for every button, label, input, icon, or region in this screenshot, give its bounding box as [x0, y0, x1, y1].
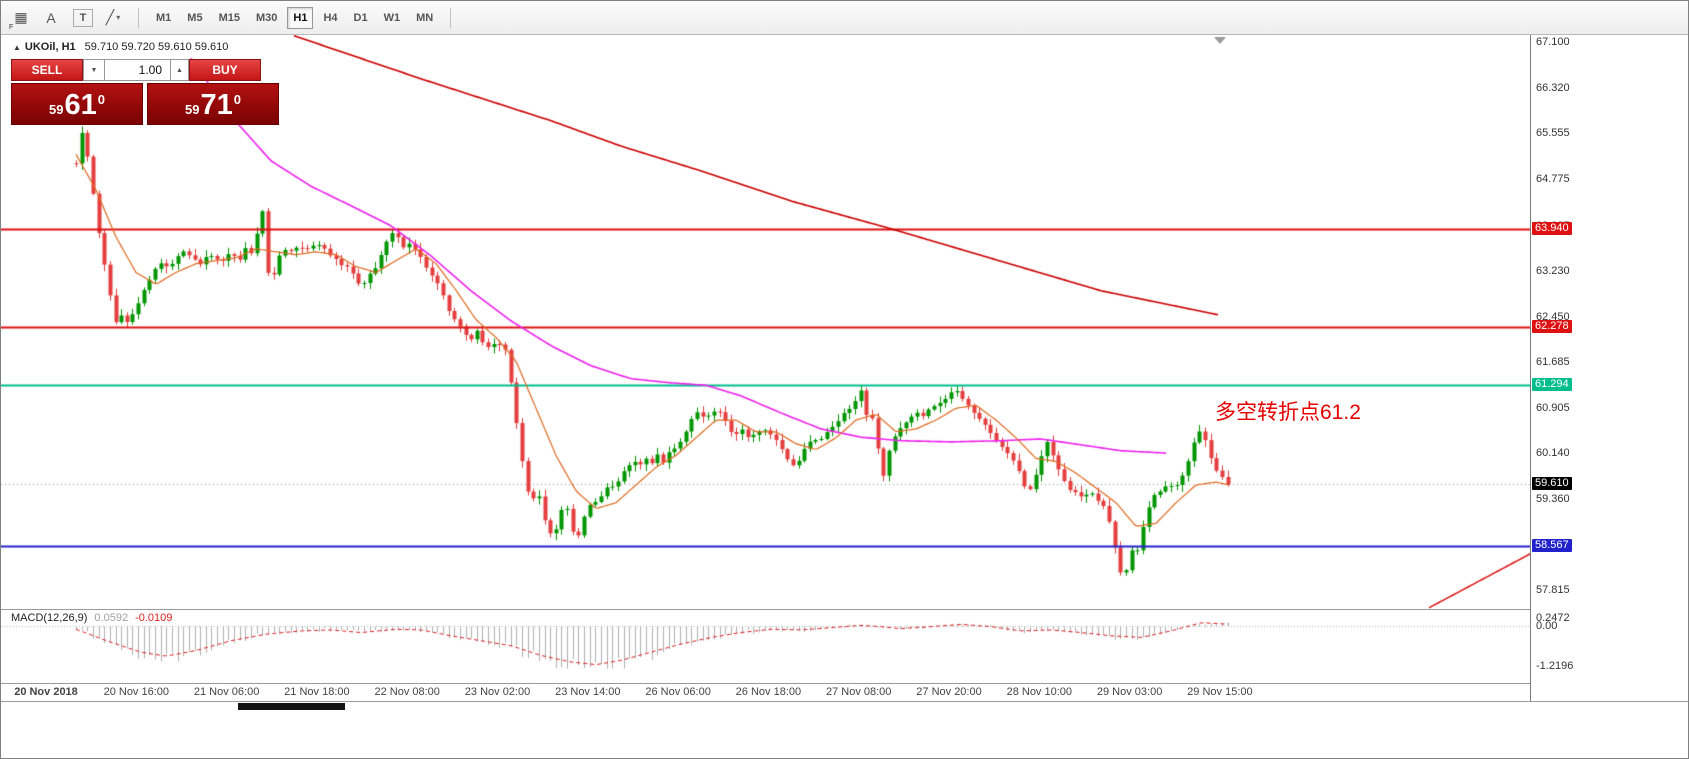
time-axis-label: 26 Nov 18:00	[735, 686, 802, 698]
time-axis-label: 21 Nov 18:00	[284, 686, 350, 698]
chart-annotation-text: 多空转折点61.2	[1215, 401, 1361, 424]
grid-icon[interactable]: ▦ F	[7, 6, 35, 31]
text-annotation-icon[interactable]: A	[46, 9, 56, 26]
price-axis-special-label: 59.610	[1532, 477, 1572, 490]
buy-price-prefix: 59	[185, 102, 200, 117]
buy-price-big: 71	[200, 89, 233, 121]
price-axis-special-label: 63.940	[1532, 222, 1572, 235]
price-axis-label: 57.815	[1536, 584, 1570, 596]
toolbar-separator	[138, 7, 139, 28]
time-axis-label: 29 Nov 03:00	[1096, 686, 1163, 698]
price-chart-canvas[interactable]	[1, 35, 1530, 683]
one-click-trade-panel: SELL ▼ ▲ BUY 59610 59710	[11, 59, 279, 125]
bottom-dark-bar	[238, 703, 345, 710]
price-axis-label: 66.320	[1536, 82, 1570, 94]
time-axis-label: 20 Nov 16:00	[103, 686, 170, 698]
buy-button[interactable]: BUY	[189, 59, 261, 81]
time-axis-label: 22 Nov 08:00	[374, 686, 440, 698]
price-axis-label: 67.100	[1536, 36, 1570, 48]
timeframe-button-w1[interactable]: W1	[383, 11, 401, 24]
shapes-tool-icon[interactable]: ╱ ▾	[99, 6, 127, 30]
price-axis-label: 63.230	[1536, 265, 1570, 277]
macd-indicator-label: MACD(12,26,9) 0.0592 -0.0109	[11, 612, 172, 624]
bottom-separator	[1, 701, 1688, 702]
sell-button[interactable]: SELL	[11, 59, 83, 81]
volume-increment-button[interactable]: ▲	[171, 59, 189, 81]
time-axis-label: 27 Nov 20:00	[916, 686, 982, 698]
time-axis-label: 27 Nov 08:00	[825, 686, 892, 698]
macd-timeaxis-separator	[1, 683, 1688, 684]
symbol-ohlc-line: ▲ UKOil, H1 59.710 59.720 59.610 59.610	[13, 41, 228, 53]
macd-axis-label: 0.2472	[1536, 612, 1570, 624]
chevron-down-icon: ▾	[116, 13, 121, 22]
timeframe-button-mn[interactable]: MN	[416, 11, 434, 24]
time-axis-label: 29 Nov 15:00	[1187, 686, 1253, 698]
timeframe-button-m15[interactable]: M15	[218, 11, 240, 24]
time-axis-label: 21 Nov 06:00	[193, 686, 260, 698]
volume-dropdown[interactable]: ▼	[83, 59, 105, 81]
macd-name: MACD(12,26,9)	[11, 612, 88, 624]
time-axis-label: 23 Nov 14:00	[555, 686, 621, 698]
timeframe-button-m5[interactable]: M5	[187, 11, 203, 24]
sell-price-button[interactable]: 59610	[11, 83, 143, 125]
price-axis-special-label: 58.567	[1532, 539, 1572, 552]
time-axis-label: 20 Nov 2018	[14, 686, 78, 698]
price-axis-label: 60.140	[1536, 447, 1570, 459]
time-axis-label: 28 Nov 10:00	[1006, 686, 1073, 698]
shapes-tool-glyph: ╱	[105, 9, 115, 25]
time-axis-label: 23 Nov 02:00	[464, 686, 531, 698]
sell-price-prefix: 59	[49, 102, 64, 117]
chart-macd-separator[interactable]	[1, 609, 1688, 610]
collapse-triangle-icon[interactable]: ▲	[13, 43, 21, 52]
timeframe-button-h4[interactable]: H4	[323, 11, 338, 24]
sell-price-big: 61	[64, 89, 97, 121]
timeframe-button-h1[interactable]: H1	[287, 6, 314, 29]
macd-main-value: 0.0592	[94, 612, 129, 624]
symbol-name: UKOil, H1	[24, 41, 76, 53]
time-axis[interactable]: 20 Nov 2018 20 Nov 16:00 21 Nov 06:00 21 No…	[1, 684, 1530, 701]
macd-axis-label: 0.00	[1536, 620, 1558, 632]
chart-toolbar: ▦ F A T ╱ ▾ M1 M5 M15 M30 H1 H4 D1 W1 MN	[1, 1, 1688, 35]
ohlc-values: 59.710 59.720 59.610 59.610	[84, 41, 229, 53]
grid-icon-sub-label: F	[9, 23, 14, 31]
price-axis-label: 60.905	[1536, 402, 1570, 414]
buy-price-button[interactable]: 59710	[147, 83, 279, 125]
price-axis-special-label: 61.294	[1532, 378, 1572, 391]
text-label-icon[interactable]: T	[73, 8, 93, 27]
price-axis-label: 61.685	[1536, 356, 1570, 368]
price-axis-label: 64.775	[1536, 173, 1570, 185]
buy-price-sup: 0	[233, 92, 241, 107]
toolbar-separator	[450, 7, 452, 28]
grid-icon-glyph: ▦	[14, 9, 28, 25]
price-axis-label: 65.555	[1536, 127, 1570, 139]
macd-signal-value: -0.0109	[135, 612, 173, 624]
sell-price-sup: 0	[97, 92, 105, 107]
timeframe-button-d1[interactable]: D1	[353, 11, 368, 24]
macd-axis-label: -1.2196	[1536, 660, 1574, 672]
timeframe-button-m1[interactable]: M1	[156, 11, 172, 24]
price-axis-label: 59.360	[1536, 493, 1570, 505]
price-axis-special-label: 62.278	[1532, 320, 1572, 333]
time-axis-label: 26 Nov 06:00	[645, 686, 711, 698]
timeframe-button-m30[interactable]: M30	[255, 11, 278, 24]
timeframe-buttons: M1 M5 M15 M30 H1 H4 D1 W1 MN	[148, 6, 441, 29]
price-axis[interactable]: 67.10066.32065.55564.77563.99563.23062.4…	[1530, 35, 1688, 701]
volume-input[interactable]	[105, 59, 171, 81]
